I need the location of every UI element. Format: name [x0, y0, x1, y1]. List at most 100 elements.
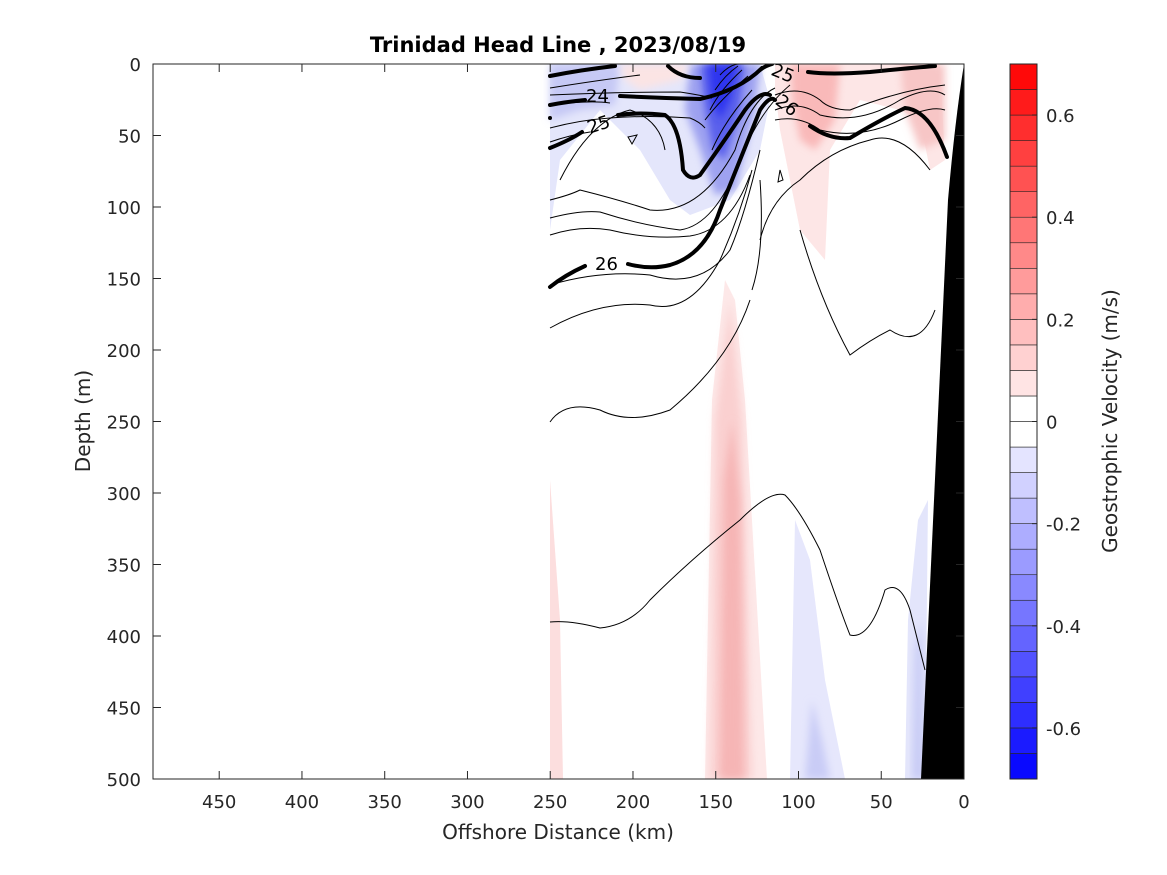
density-contour-26 — [808, 105, 949, 159]
density-contour-25 — [548, 92, 772, 180]
colorbar-tick-label: -0.6 — [1046, 719, 1081, 740]
density-contour — [559, 109, 666, 181]
x-tick-label: 50 — [870, 792, 893, 813]
density-contour — [549, 299, 751, 423]
density-contour — [627, 134, 638, 146]
colorbar-level — [1009, 319, 1038, 346]
colorbar-level — [1009, 727, 1038, 754]
colorbar-level — [1009, 753, 1038, 780]
y-tick-label: 200 — [107, 341, 141, 362]
density-contour — [549, 493, 926, 671]
colorbar-tick-label: 0.2 — [1046, 310, 1075, 331]
density-contour — [704, 75, 749, 121]
y-tick-label: 350 — [107, 556, 141, 577]
x-tick-label: 350 — [368, 792, 402, 813]
colorbar-level — [1009, 446, 1038, 473]
y-tick-label: 450 — [107, 699, 141, 720]
density-contour — [549, 74, 641, 89]
contour-label: 24 — [586, 86, 609, 107]
y-tick-label: 400 — [107, 627, 141, 648]
density-contour — [549, 116, 706, 129]
negative-velocity-patch — [790, 520, 845, 779]
colorbar-level — [1009, 89, 1038, 116]
colorbar-level — [1009, 676, 1038, 703]
negative-velocity-patch — [912, 620, 924, 779]
velocity-field — [550, 64, 945, 779]
density-contour — [777, 169, 784, 183]
colorbar-level — [1009, 472, 1038, 499]
x-axis: 450 400 350 300 250 200 150 100 50 0 — [202, 64, 970, 813]
positive-velocity-patch — [720, 420, 744, 779]
contour-label: 26 — [595, 254, 618, 275]
x-tick-label: 150 — [699, 792, 733, 813]
bathymetry-wedge — [921, 64, 964, 779]
density-contour — [774, 84, 946, 111]
y-tick-label: 100 — [107, 198, 141, 219]
x-tick-label: 250 — [533, 792, 567, 813]
y-tick-label: 50 — [118, 127, 141, 148]
colorbar-tick-label: -0.2 — [1046, 515, 1081, 536]
colorbar-tick-label: 0.4 — [1046, 208, 1075, 229]
density-contour — [799, 229, 936, 356]
colorbar-level — [1009, 140, 1038, 167]
chart-title: Trinidad Head Line , 2023/08/19 — [370, 33, 746, 57]
density-contour-24 — [548, 66, 764, 107]
density-contour — [774, 90, 946, 119]
colorbar-level — [1009, 191, 1038, 218]
y-tick-label: 500 — [107, 770, 141, 791]
density-contour — [751, 179, 762, 291]
density-contour — [709, 69, 743, 111]
colorbar-level — [1009, 242, 1038, 269]
colorbar-level — [1009, 216, 1038, 244]
colorbar-level — [1009, 165, 1038, 192]
colorbar-level — [1009, 370, 1038, 397]
x-tick-label: 200 — [616, 792, 650, 813]
negative-velocity-patch — [550, 64, 620, 120]
colorbar-level — [1009, 293, 1038, 320]
colorbar-level — [1009, 651, 1038, 678]
colorbar-level — [1009, 421, 1038, 448]
positive-velocity-patch — [790, 64, 840, 150]
density-contours-major — [548, 64, 949, 289]
y-axis-label: Depth (m) — [71, 370, 95, 472]
negative-velocity-patch — [805, 700, 830, 779]
colorbar-level — [1009, 63, 1038, 90]
density-contour — [711, 89, 753, 151]
density-contour — [549, 174, 751, 238]
y-tick-label: 0 — [130, 55, 141, 76]
colorbar-level — [1009, 395, 1038, 422]
colorbar-level — [1009, 497, 1038, 524]
x-tick-label: 450 — [202, 792, 236, 813]
density-contour — [549, 169, 753, 329]
positive-velocity-patch — [550, 480, 563, 779]
colorbar-tick-label: 0.6 — [1046, 106, 1075, 127]
colorbar-level — [1009, 574, 1038, 601]
colorbar-level — [1009, 267, 1038, 295]
colorbar-level — [1009, 702, 1038, 729]
x-tick-label: 400 — [285, 792, 319, 813]
colorbar-tick-label: -0.4 — [1046, 617, 1081, 638]
x-axis-label: Offshore Distance (km) — [442, 820, 674, 844]
density-contours — [549, 64, 946, 671]
colorbar: -0.6 -0.4 -0.2 0 0.2 0.4 0.6 — [1009, 63, 1081, 780]
density-contour-24 — [548, 64, 702, 80]
density-contour — [549, 87, 776, 211]
density-contour — [549, 131, 591, 143]
density-contour-26 — [548, 96, 777, 289]
colorbar-level — [1009, 625, 1038, 652]
x-tick-label: 100 — [781, 792, 815, 813]
density-contour — [549, 91, 713, 99]
colorbar-level — [1009, 114, 1038, 141]
y-axis: 0 50 100 150 200 250 300 350 400 450 500 — [107, 55, 964, 791]
y-tick-label: 150 — [107, 270, 141, 291]
colorbar-level — [1009, 599, 1038, 627]
x-tick-label: 0 — [958, 792, 969, 813]
y-tick-label: 250 — [107, 413, 141, 434]
colorbar-level — [1009, 344, 1038, 371]
colorbar-level — [1009, 548, 1038, 576]
density-contour — [549, 149, 761, 286]
x-tick-label: 300 — [450, 792, 484, 813]
y-tick-label: 300 — [107, 484, 141, 505]
density-contour — [714, 65, 739, 91]
